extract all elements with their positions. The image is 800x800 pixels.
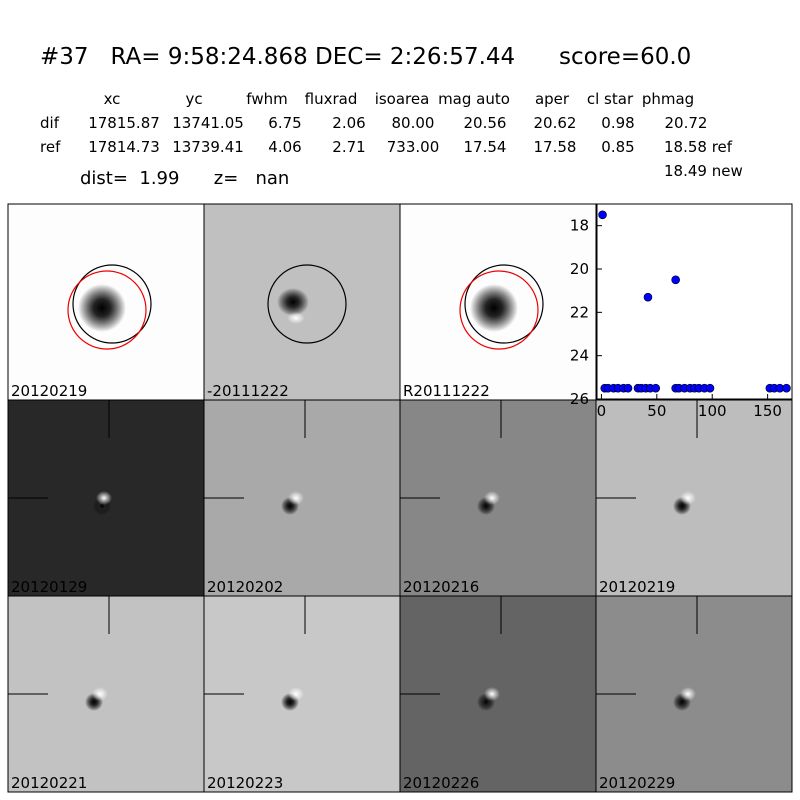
- cell: 2.71: [332, 138, 365, 156]
- image-panel: 20120226: [399, 595, 597, 793]
- point: [643, 292, 653, 302]
- blob: [288, 687, 304, 701]
- image-panel: 20120219: [595, 399, 793, 597]
- aperture: [464, 264, 544, 344]
- blob: [484, 491, 500, 505]
- point: [671, 275, 680, 285]
- image-panel: R20111222: [399, 203, 597, 401]
- panel-label: -20111222: [207, 382, 289, 400]
- panel-label: 20120229: [599, 774, 675, 792]
- cell: 4.06: [268, 138, 301, 156]
- point: [598, 210, 607, 220]
- cell: 20.62: [534, 114, 577, 132]
- panel-label: 20120216: [403, 578, 479, 596]
- row-label: ref: [40, 138, 61, 156]
- cell: 2.06: [332, 114, 365, 132]
- cell: 17815.87: [88, 114, 160, 132]
- blob: [96, 491, 112, 505]
- summary: dist= 1.99 z= nan: [80, 168, 289, 189]
- column-header: xc: [104, 90, 121, 108]
- cell: 13739.41: [172, 138, 244, 156]
- blob: [470, 284, 518, 332]
- column-header: mag auto: [438, 90, 510, 108]
- blob: [287, 312, 305, 324]
- panel-label: 20120219: [11, 382, 87, 400]
- x-tick-label: 100: [698, 402, 727, 420]
- title: #37 RA= 9:58:24.868 DEC= 2:26:57.44 scor…: [40, 44, 691, 70]
- y-tick-label: 26: [570, 390, 589, 408]
- cell: 18.49 new: [664, 162, 743, 180]
- image-panel: 20120229: [595, 595, 793, 793]
- blob: [680, 491, 696, 505]
- cell: 0.98: [601, 114, 634, 132]
- panel-label: 20120219: [599, 578, 675, 596]
- blob: [277, 288, 309, 316]
- aperture: [267, 264, 347, 344]
- aperture: [72, 264, 152, 344]
- y-tick-label: 22: [570, 303, 589, 321]
- x-tick-label: 150: [753, 402, 782, 420]
- image-panel: 20120129: [7, 399, 205, 597]
- panel-label: 20120221: [11, 774, 87, 792]
- x-tick-label: 50: [647, 402, 666, 420]
- blob: [92, 687, 108, 701]
- cell: 17814.73: [88, 138, 160, 156]
- panel-label: 20120129: [11, 578, 87, 596]
- panel-label: 20120226: [403, 774, 479, 792]
- panel-label: 20120202: [207, 578, 283, 596]
- cell: 20.72: [665, 114, 708, 132]
- aperture: [459, 270, 539, 350]
- image-panel: 20120223: [203, 595, 401, 793]
- cell: 13741.05: [172, 114, 244, 132]
- column-header: cl star: [587, 90, 634, 108]
- cell: 17.54: [464, 138, 507, 156]
- cell: 733.00: [387, 138, 440, 156]
- image-panel: -20111222: [203, 203, 401, 401]
- image-panel: 20120221: [7, 595, 205, 793]
- y-tick-label: 18: [570, 217, 589, 235]
- blob: [680, 687, 696, 701]
- cell: 80.00: [392, 114, 435, 132]
- panel-label: 20120223: [207, 774, 283, 792]
- point: [782, 383, 791, 393]
- column-header: fluxrad: [305, 90, 358, 108]
- blob: [78, 284, 126, 332]
- y-tick-label: 24: [570, 347, 589, 365]
- x-tick-label: 0: [597, 402, 607, 420]
- column-header: aper: [535, 90, 570, 108]
- frame: [595, 595, 793, 793]
- cell: 17.58: [534, 138, 577, 156]
- point: [705, 383, 715, 393]
- blob: [288, 491, 304, 505]
- aperture: [67, 270, 147, 350]
- point: [651, 383, 661, 393]
- blob: [484, 687, 500, 701]
- column-header: isoarea: [375, 90, 430, 108]
- column-header: phmag: [642, 90, 694, 108]
- cell: 0.85: [601, 138, 634, 156]
- y-tick-label: 20: [570, 260, 589, 278]
- column-header: yc: [185, 90, 202, 108]
- point: [623, 383, 633, 393]
- panel-label: R20111222: [403, 382, 490, 400]
- cell: 20.56: [464, 114, 507, 132]
- cell: 6.75: [268, 114, 301, 132]
- column-header: fwhm: [246, 90, 287, 108]
- plot-area: [596, 203, 793, 400]
- image-panel: 20120202: [203, 399, 401, 597]
- cell: 18.58 ref: [664, 138, 733, 156]
- image-panel: 20120216: [399, 399, 597, 597]
- image-panel: 20120219: [7, 203, 205, 401]
- row-label: dif: [40, 114, 60, 132]
